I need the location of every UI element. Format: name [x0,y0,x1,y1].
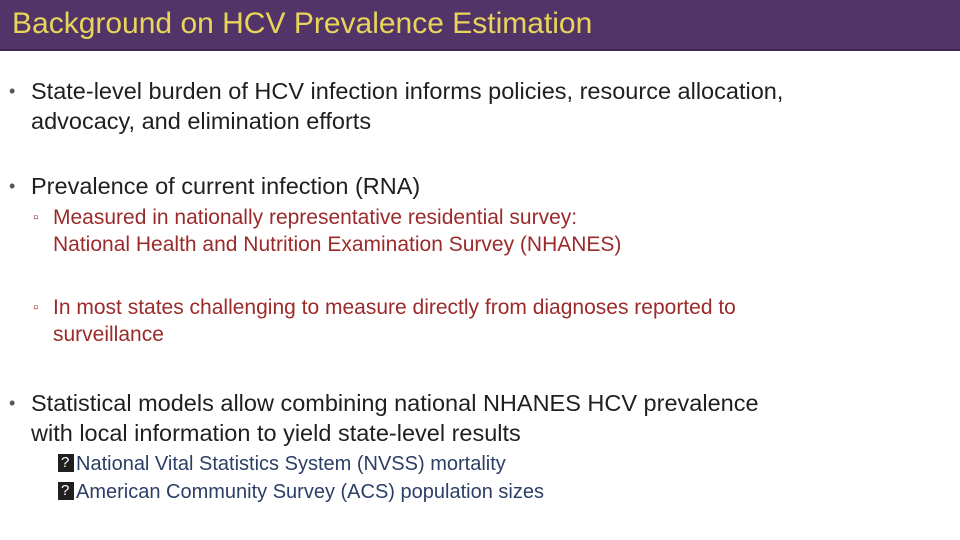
bullet-3-line-2: with local information to yield state-le… [31,420,521,446]
bullet-dot-icon: • [9,176,16,196]
bullet-dot-icon: • [9,393,16,413]
bullet-dot-icon: • [9,81,16,101]
square-bullet-icon: ▫ [33,209,39,226]
missing-glyph-icon [58,449,74,477]
sub-bullet-2-2-line-2: surveillance [53,323,164,346]
bullet-1-line-2: advocacy, and elimination efforts [31,108,372,134]
sub-bullet-2-1-line-1: Measured in nationally representative re… [53,206,578,229]
bullet-1: • State-level burden of HCV infection in… [9,76,784,136]
bullet-2: • Prevalence of current infection (RNA) [9,171,421,201]
slide-title: Background on HCV Prevalence Estimation [12,7,593,40]
sub-bullet-3-2: American Community Survey (ACS) populati… [58,477,544,506]
title-bar: Background on HCV Prevalence Estimation [0,0,960,51]
square-bullet-icon: ▫ [33,299,39,316]
sub-bullet-3-1-text: National Vital Statistics System (NVSS) … [76,453,506,475]
bullet-1-line-1: State-level burden of HCV infection info… [31,78,784,104]
bullet-3-line-1: Statistical models allow combining natio… [31,390,759,416]
sub-bullet-3-2-text: American Community Survey (ACS) populati… [76,481,544,503]
bullet-2-line-1: Prevalence of current infection (RNA) [31,173,421,199]
missing-glyph-icon [58,477,74,505]
sub-bullet-3-1: National Vital Statistics System (NVSS) … [58,449,506,478]
sub-bullet-2-1-line-2: National Health and Nutrition Examinatio… [53,233,622,256]
sub-bullet-2-2-line-1: In most states challenging to measure di… [53,296,736,319]
sub-bullet-2-2: ▫ In most states challenging to measure … [33,294,736,348]
sub-bullet-2-1: ▫ Measured in nationally representative … [33,204,622,258]
bullet-3: • Statistical models allow combining nat… [9,388,759,448]
